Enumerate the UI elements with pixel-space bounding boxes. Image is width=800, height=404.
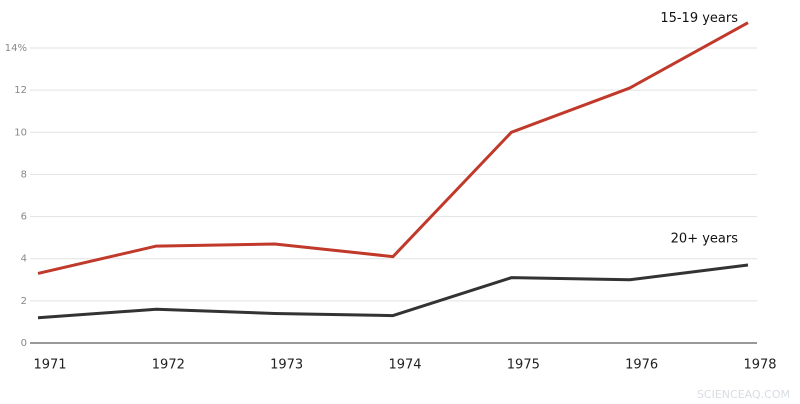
- x-tick-label: 1974: [388, 358, 421, 373]
- watermark: SCIENCEAQ.COM: [697, 388, 790, 401]
- y-tick-label: 4: [21, 254, 27, 265]
- y-tick-label: 6: [21, 212, 27, 223]
- y-tick-label: 2: [21, 296, 27, 307]
- series-label: 15-19 years: [660, 11, 738, 26]
- series-line: [37, 263, 749, 320]
- x-tick-label: 1973: [270, 358, 303, 373]
- y-tick-label: 12: [14, 85, 27, 96]
- x-tick-label: 1978: [743, 358, 776, 373]
- y-tick-label: 10: [14, 127, 27, 138]
- x-tick-label: 1971: [33, 358, 66, 373]
- x-tick-label: 1976: [625, 358, 658, 373]
- series-label: 20+ years: [671, 232, 739, 247]
- y-tick-label: 0: [21, 338, 27, 349]
- y-tick-label: 8: [21, 169, 27, 180]
- series-line: [37, 21, 749, 275]
- x-tick-label: 1972: [152, 358, 185, 373]
- y-tick-label: 14%: [5, 43, 27, 54]
- x-tick-label: 1975: [507, 358, 540, 373]
